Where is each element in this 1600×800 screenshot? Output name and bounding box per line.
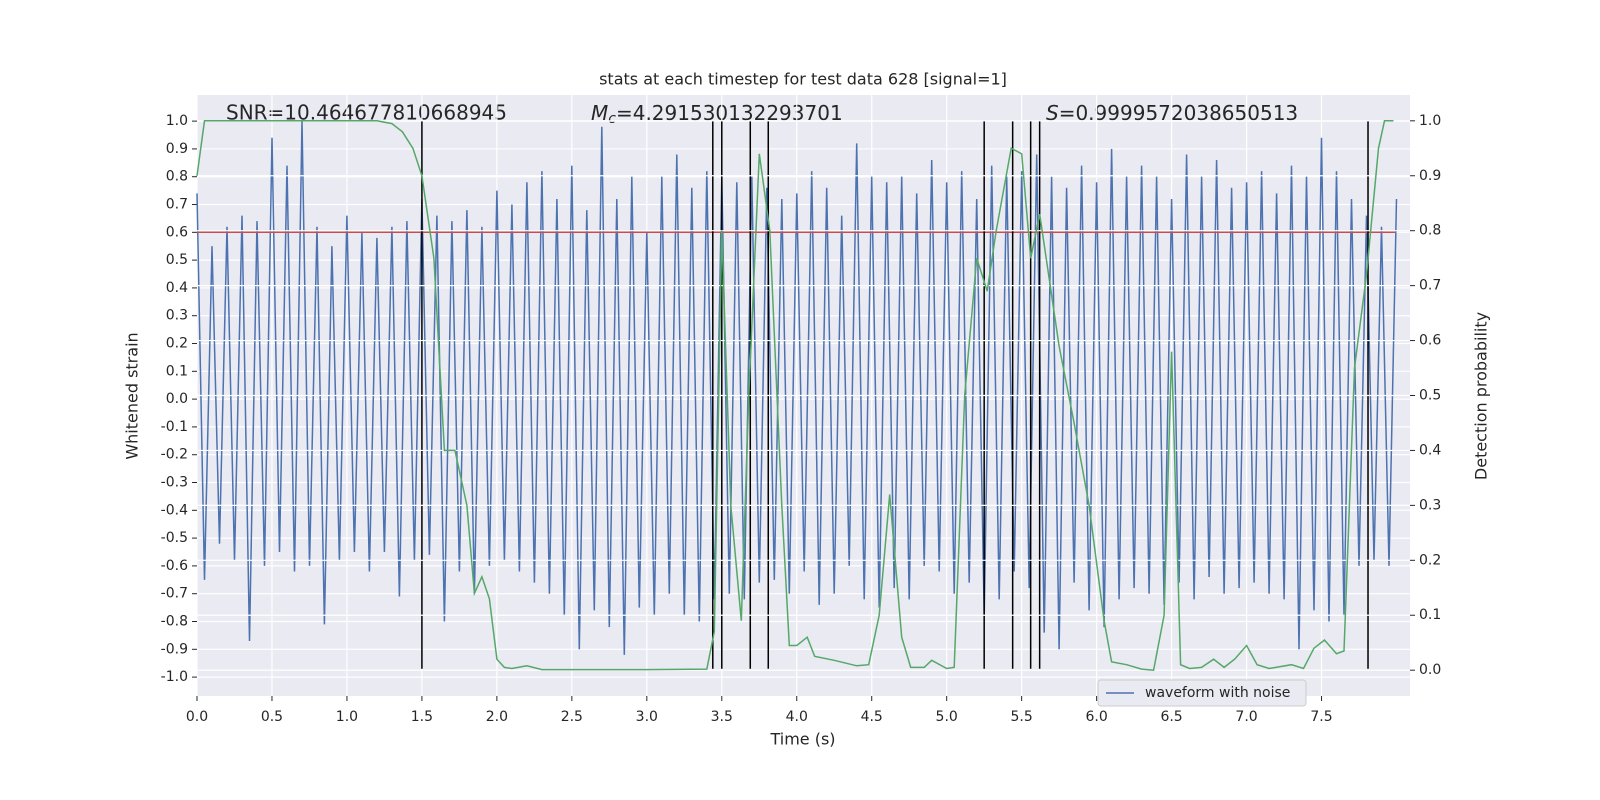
y-tick-label: -0.5 xyxy=(161,530,188,546)
x-tick-label: 7.0 xyxy=(1235,709,1257,725)
x-tick-label: 0.5 xyxy=(261,709,283,725)
annotation: Mc=4.291530132293701 xyxy=(591,101,843,128)
y-tick-label: -0.1 xyxy=(161,419,188,435)
y2-tick-label: 0.9 xyxy=(1419,168,1441,184)
y-tick-label: -0.7 xyxy=(161,586,188,602)
x-tick-label: 1.5 xyxy=(411,709,433,725)
x-tick-label: 2.5 xyxy=(561,709,583,725)
y2-tick-label: 0.5 xyxy=(1419,388,1441,404)
y2-tick-label: 0.4 xyxy=(1419,442,1441,458)
x-tick-label: 2.0 xyxy=(486,709,508,725)
y2-tick-label: 0.1 xyxy=(1419,607,1441,623)
y2-tick-label: 0.0 xyxy=(1419,662,1441,678)
x-axis-label: Time (s) xyxy=(769,730,835,749)
x-tick-label: 3.0 xyxy=(636,709,658,725)
series-line xyxy=(196,121,1398,655)
series-line xyxy=(196,120,1394,672)
x-tick-label: 6.0 xyxy=(1085,709,1107,725)
y2-tick-label: 0.2 xyxy=(1419,552,1441,568)
x-tick-label: 5.5 xyxy=(1011,709,1033,725)
x-tick-label: 0.0 xyxy=(186,709,208,725)
y-tick-label: 0.7 xyxy=(166,197,188,213)
y-tick-label: -1.0 xyxy=(161,669,188,685)
x-tick-label: 7.5 xyxy=(1310,709,1332,725)
x-tick-label: 6.5 xyxy=(1160,709,1182,725)
y-tick-label: 0.4 xyxy=(166,280,188,296)
x-tick-label: 5.0 xyxy=(936,709,958,725)
y-tick-label: 0.6 xyxy=(166,224,188,240)
y-axis-label: Whitened strain xyxy=(123,332,142,459)
y-tick-label: 0.1 xyxy=(166,363,188,379)
y-tick-label: -0.4 xyxy=(161,502,188,518)
y-tick-label: -0.3 xyxy=(161,475,188,491)
y-tick-label: -0.2 xyxy=(161,447,188,463)
y-tick-label: 0.5 xyxy=(166,252,188,268)
y2-axis-label: Detection probability xyxy=(1472,312,1491,480)
y-tick-label: 0.9 xyxy=(166,141,188,157)
y-tick-label: 0.0 xyxy=(166,391,188,407)
annotation-symbol: M xyxy=(591,101,608,125)
chart-title: stats at each timestep for test data 628… xyxy=(599,70,1007,89)
y-tick-label: -0.9 xyxy=(161,641,188,657)
x-tick-label: 4.0 xyxy=(786,709,808,725)
y-tick-label: -0.8 xyxy=(161,614,188,630)
y-tick-label: 0.2 xyxy=(166,336,188,352)
x-tick-label: 3.5 xyxy=(711,709,733,725)
y-tick-label: 1.0 xyxy=(166,113,188,129)
y2-tick-label: 0.7 xyxy=(1419,278,1441,294)
y-tick-label: -0.6 xyxy=(161,558,188,574)
legend-label: waveform with noise xyxy=(1145,685,1290,701)
y2-tick-label: 0.3 xyxy=(1419,497,1441,513)
legend-box xyxy=(1097,679,1307,707)
y2-tick-label: 0.6 xyxy=(1419,333,1441,349)
y2-tick-label: 0.8 xyxy=(1419,223,1441,239)
annotation-subscript: c xyxy=(608,111,616,127)
x-tick-label: 4.5 xyxy=(861,709,883,725)
y-tick-label: 0.3 xyxy=(166,308,188,324)
annotation-symbol: S xyxy=(1046,101,1059,125)
y-tick-label: 0.8 xyxy=(166,169,188,185)
y2-tick-label: 1.0 xyxy=(1419,113,1441,129)
x-tick-label: 1.0 xyxy=(336,709,358,725)
